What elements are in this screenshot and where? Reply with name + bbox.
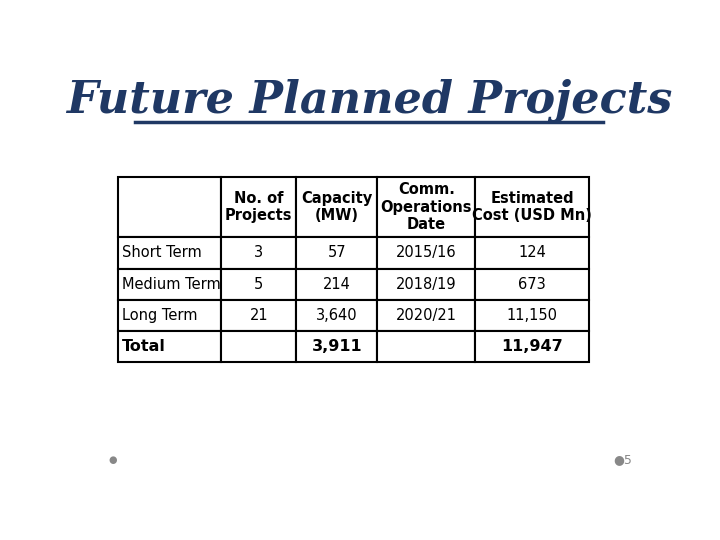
Bar — [475, 300, 590, 331]
Text: Long Term: Long Term — [122, 308, 198, 323]
Text: Short Term: Short Term — [122, 246, 202, 260]
Text: 2018/19: 2018/19 — [396, 276, 456, 292]
Text: 3,640: 3,640 — [316, 308, 358, 323]
Bar — [118, 177, 221, 238]
Text: Future Planned Projects: Future Planned Projects — [66, 78, 672, 122]
Text: Comm.
Operations
Date: Comm. Operations Date — [380, 183, 472, 232]
Bar — [297, 300, 377, 331]
Bar — [377, 268, 475, 300]
Text: 11,150: 11,150 — [507, 308, 558, 323]
Text: Estimated
Cost (USD Mn): Estimated Cost (USD Mn) — [472, 191, 592, 224]
Text: 3: 3 — [254, 246, 264, 260]
Bar — [377, 331, 475, 362]
Text: 124: 124 — [518, 246, 546, 260]
Text: 57: 57 — [328, 246, 346, 260]
Bar — [475, 268, 590, 300]
Bar — [475, 177, 590, 238]
Text: No. of
Projects: No. of Projects — [225, 191, 292, 224]
Bar — [221, 177, 297, 238]
Bar — [221, 268, 297, 300]
Bar — [297, 238, 377, 268]
Bar — [118, 238, 221, 268]
Text: 5: 5 — [254, 276, 264, 292]
Bar — [377, 300, 475, 331]
Bar — [118, 331, 221, 362]
Bar — [297, 177, 377, 238]
Bar — [221, 331, 297, 362]
Text: Medium Term: Medium Term — [122, 276, 221, 292]
Bar — [297, 268, 377, 300]
Text: 214: 214 — [323, 276, 351, 292]
Bar — [221, 300, 297, 331]
Bar — [475, 238, 590, 268]
Text: 3,911: 3,911 — [312, 339, 362, 354]
Text: 2020/21: 2020/21 — [396, 308, 456, 323]
Bar — [377, 177, 475, 238]
Text: 11,947: 11,947 — [501, 339, 563, 354]
Text: 673: 673 — [518, 276, 546, 292]
Text: 21: 21 — [250, 308, 268, 323]
Text: ●5: ●5 — [613, 453, 632, 467]
Text: ●: ● — [108, 455, 117, 465]
Bar — [118, 268, 221, 300]
Bar — [221, 238, 297, 268]
Text: Total: Total — [122, 339, 166, 354]
Text: Capacity
(MW): Capacity (MW) — [301, 191, 372, 224]
Bar — [118, 300, 221, 331]
Text: 2015/16: 2015/16 — [396, 246, 456, 260]
Bar — [297, 331, 377, 362]
Bar — [475, 331, 590, 362]
Bar — [377, 238, 475, 268]
